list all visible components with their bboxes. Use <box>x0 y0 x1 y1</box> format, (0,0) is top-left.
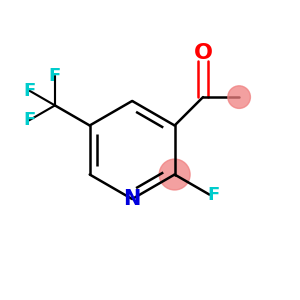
Text: F: F <box>49 67 61 85</box>
Text: F: F <box>208 186 220 204</box>
Circle shape <box>228 86 250 108</box>
Text: F: F <box>23 111 35 129</box>
Circle shape <box>159 159 190 190</box>
Text: N: N <box>124 189 141 209</box>
Text: F: F <box>23 82 35 100</box>
Text: O: O <box>194 43 212 62</box>
